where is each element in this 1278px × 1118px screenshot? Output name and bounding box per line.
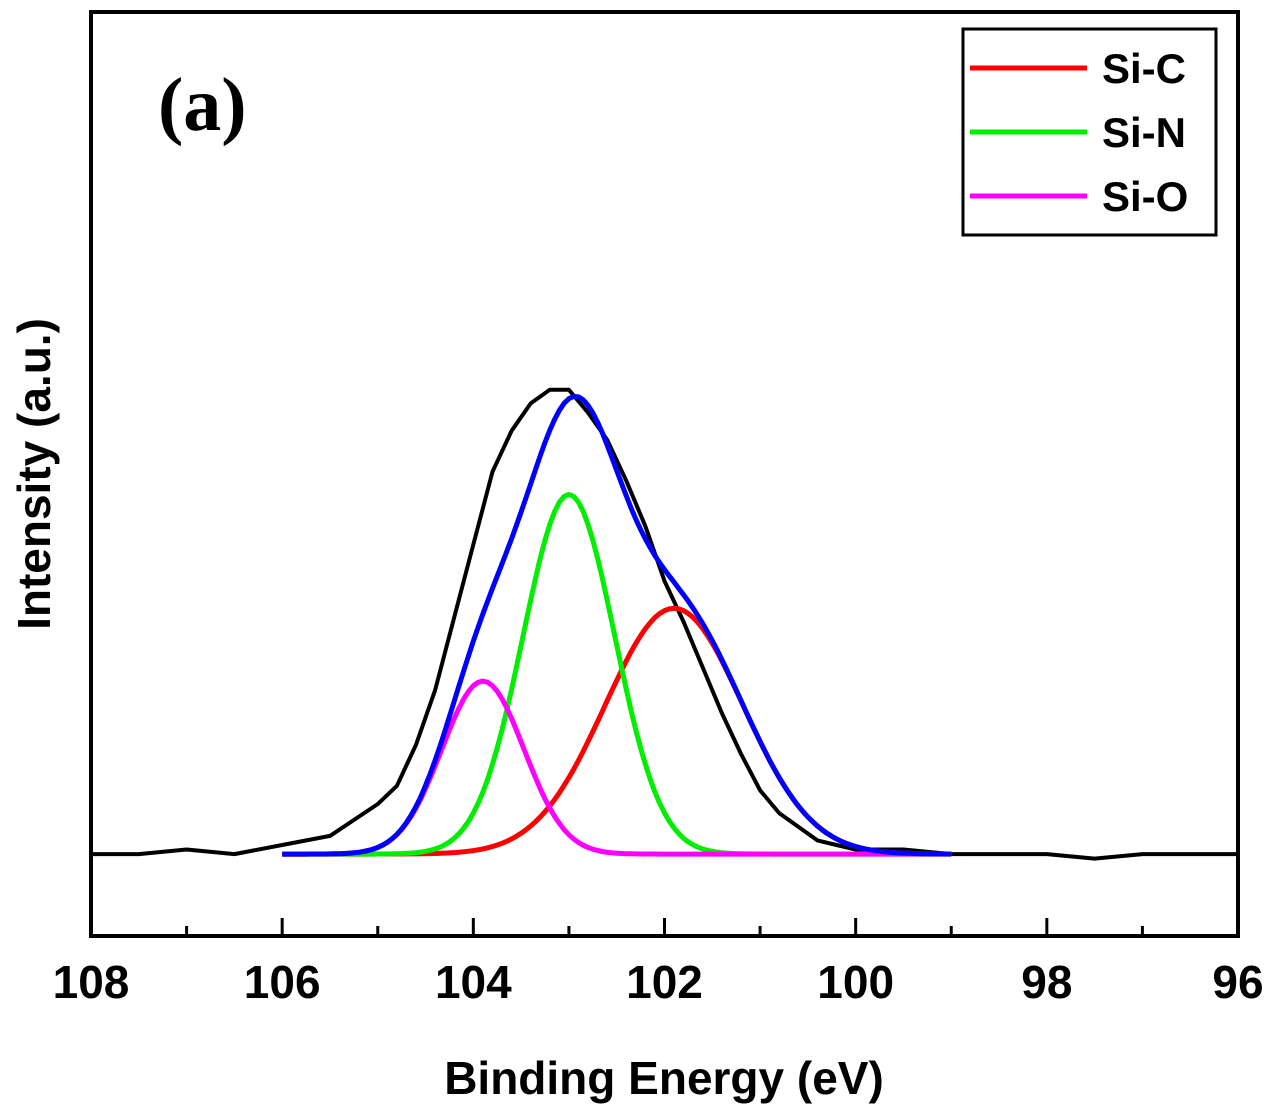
- x-tick-label: 96: [1212, 956, 1263, 1008]
- x-axis-ticks: [89, 918, 1240, 936]
- x-tick-label: 100: [817, 956, 894, 1008]
- x-tick-label: 102: [626, 956, 703, 1008]
- panel-label: (a): [158, 63, 247, 147]
- legend: Si-C Si-N Si-O: [961, 27, 1218, 237]
- raw-data-line: [91, 387, 1238, 861]
- x-tick-label: 106: [244, 956, 321, 1008]
- y-axis-title: Intensity (a.u.): [8, 318, 60, 630]
- envelope-fit-line: [282, 394, 952, 857]
- x-axis-title: Binding Energy (eV): [444, 1052, 884, 1104]
- series-line-si-o: [282, 678, 952, 857]
- x-tick-label: 98: [1021, 956, 1072, 1008]
- legend-label-si-o: Si-O: [1102, 173, 1188, 220]
- x-tick-label: 104: [435, 956, 512, 1008]
- curves: [91, 387, 1238, 861]
- legend-label-si-c: Si-C: [1102, 45, 1186, 92]
- legend-label-si-n: Si-N: [1102, 109, 1186, 156]
- x-axis-tick-labels: 108 106 104 102 100 98 96: [53, 956, 1264, 1008]
- x-tick-label: 108: [53, 956, 130, 1008]
